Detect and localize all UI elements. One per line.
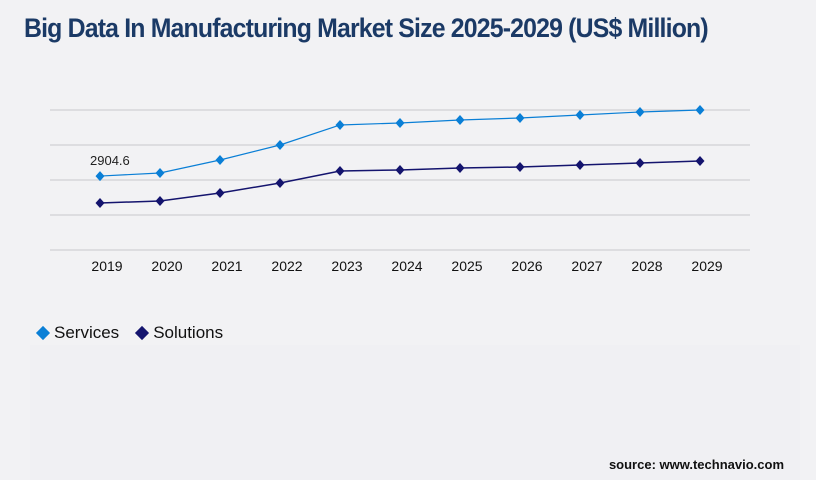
- data-point-services: [575, 109, 585, 120]
- data-point-services: [455, 115, 465, 126]
- x-tick-label: 2025: [451, 258, 482, 274]
- solutions-marker-icon: [135, 325, 150, 341]
- legend-label-services: Services: [54, 323, 120, 342]
- data-point-solutions: [575, 159, 585, 170]
- data-point-services: [155, 168, 165, 178]
- data-point-solutions: [395, 164, 405, 175]
- x-tick-label: 2021: [211, 258, 242, 274]
- x-tick-label: 2020: [151, 258, 182, 274]
- data-point-services: [335, 119, 345, 130]
- legend: Services Solutions: [35, 323, 224, 343]
- services-marker-icon: [35, 325, 51, 341]
- x-tick-label: 2024: [391, 258, 422, 274]
- legend-label-solutions: Solutions: [153, 323, 224, 342]
- data-point-solutions: [215, 187, 225, 198]
- x-tick-label: 2023: [331, 258, 362, 274]
- chart-title: Big Data In Manufacturing Market Size 20…: [24, 13, 709, 43]
- data-point-services: [215, 154, 225, 165]
- data-point-services: [395, 117, 405, 128]
- data-point-solutions: [275, 178, 285, 189]
- data-point-solutions: [635, 157, 645, 168]
- data-point-services: [515, 112, 525, 123]
- source-credit: source: www.technavio.com: [608, 457, 784, 472]
- lower-panel: [30, 345, 800, 480]
- x-tick-label: 2028: [631, 258, 662, 274]
- data-point-solutions: [335, 165, 345, 176]
- data-point-solutions: [155, 196, 165, 206]
- x-tick-label: 2019: [91, 258, 122, 274]
- data-point-solutions: [455, 162, 465, 173]
- data-point-solutions: [695, 155, 705, 166]
- data-point-solutions: [95, 197, 105, 208]
- x-tick-label: 2029: [691, 258, 722, 274]
- legend-item-services[interactable]: Services: [35, 323, 120, 343]
- data-label: 2904.6: [90, 153, 130, 168]
- line-chart: 2019 2020 2021 2022 2023 2024 2025 2026 2027 2028…: [50, 105, 750, 274]
- x-tick-label: 2026: [511, 258, 542, 274]
- data-point-services: [695, 105, 705, 115]
- data-point-services: [275, 140, 285, 150]
- data-point-services: [95, 171, 105, 182]
- legend-item-solutions[interactable]: Solutions: [135, 323, 224, 343]
- data-point-solutions: [515, 161, 525, 172]
- x-tick-label: 2022: [271, 258, 302, 274]
- data-point-services: [635, 106, 645, 117]
- x-tick-label: 2027: [571, 258, 602, 274]
